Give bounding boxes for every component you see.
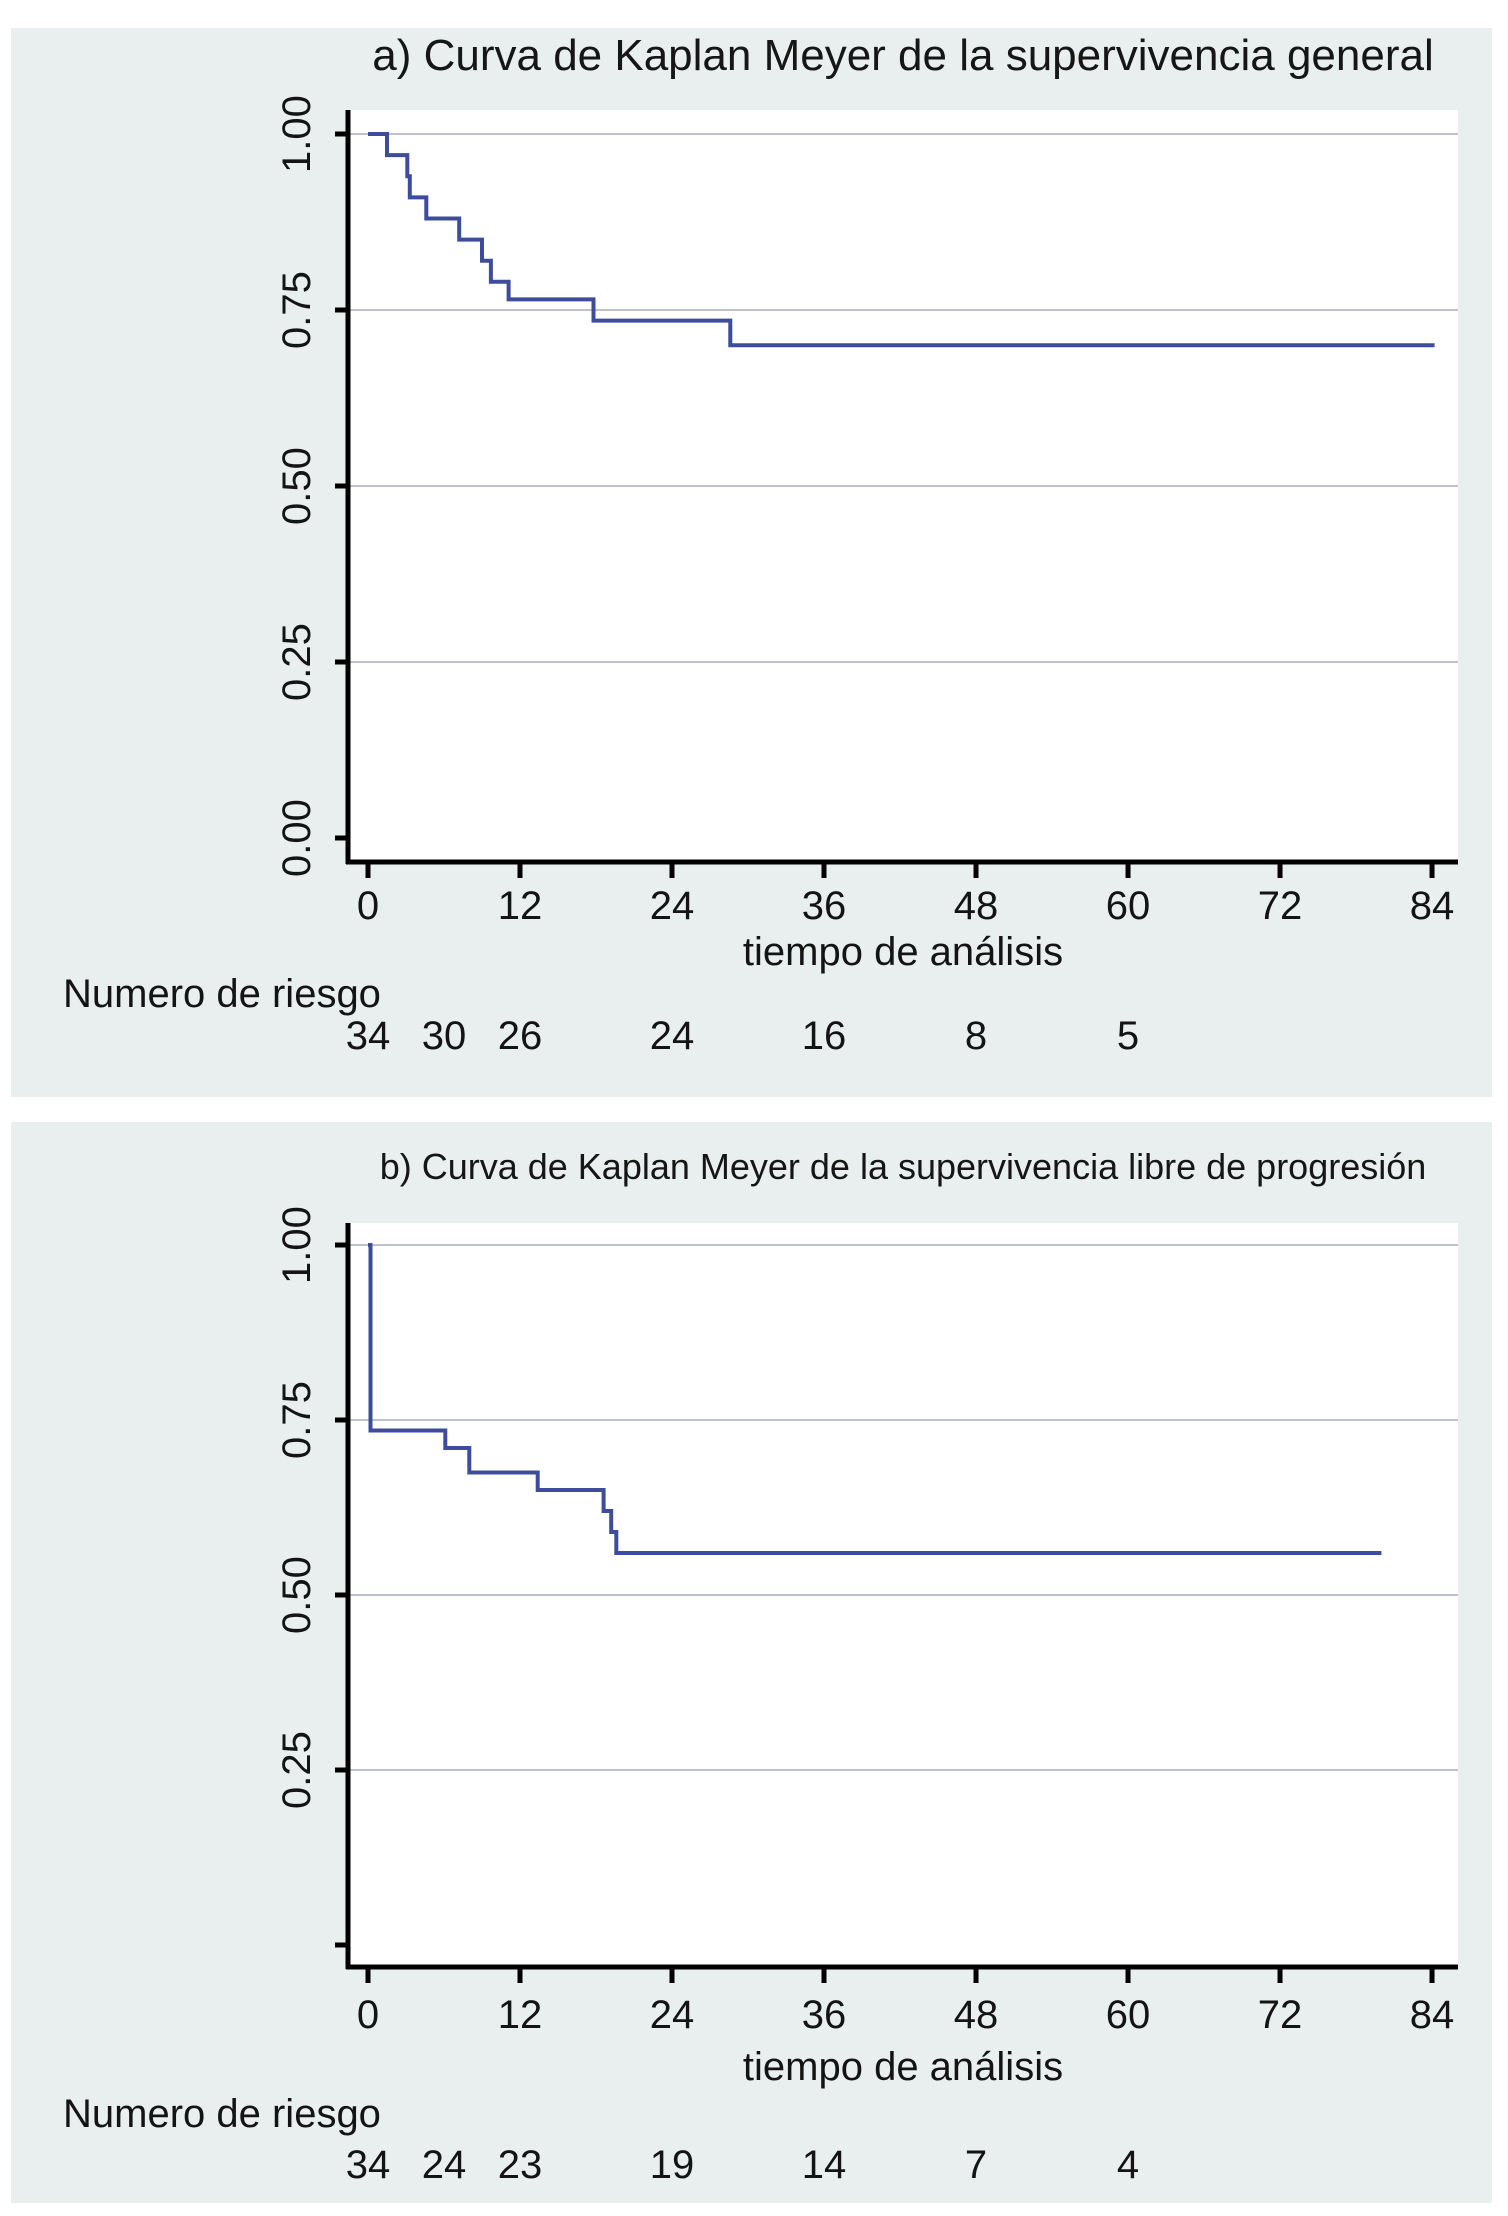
y-tick-label-0.25: 0.25 xyxy=(275,623,319,701)
x-tick-label-48: 48 xyxy=(954,884,999,928)
x-tick-label-84: 84 xyxy=(1410,1993,1455,2037)
x-tick-label-24: 24 xyxy=(650,884,695,928)
x-tick-label-0: 0 xyxy=(357,884,379,928)
panel-b-plot: 0.25 0.50 0.75 1.00 0 12 24 36 48 60 72 84 34 24 23 19 1… xyxy=(275,1206,1458,2187)
panel-overall-survival: 0.00 0.25 0.50 0.75 1.00 0 12 24 36 48 60 72 84 34 30 2… xyxy=(11,28,1492,1097)
x-tick-label-72: 72 xyxy=(1258,884,1303,928)
panel-b-risk-table-label: Numero de riesgo xyxy=(63,2092,381,2136)
x-tick-label-72: 72 xyxy=(1258,1993,1303,2037)
panel-a-title: a) Curva de Kaplan Meyer de la supervive… xyxy=(372,31,1434,80)
y-tick-label-0.50: 0.50 xyxy=(275,1556,319,1634)
risk-count: 14 xyxy=(802,2143,847,2187)
risk-count: 7 xyxy=(965,2143,987,2187)
y-tick-label-0.25: 0.25 xyxy=(275,1731,319,1809)
risk-count: 23 xyxy=(498,2143,543,2187)
y-tick-label-1.00: 1.00 xyxy=(275,95,319,173)
x-tick-label-48: 48 xyxy=(954,1993,999,2037)
y-tick-label-0.75: 0.75 xyxy=(275,1381,319,1459)
survival-curve xyxy=(368,132,1435,348)
panel-a-x-axis-label: tiempo de análisis xyxy=(742,930,1064,974)
risk-count: 24 xyxy=(650,1014,695,1058)
x-tick-label-12: 12 xyxy=(498,884,543,928)
panel-a-plot: 0.00 0.25 0.50 0.75 1.00 0 12 24 36 48 60 72 84 34 30 2… xyxy=(275,95,1458,1058)
risk-count: 5 xyxy=(1117,1014,1139,1058)
risk-count: 19 xyxy=(650,2143,695,2187)
risk-count: 24 xyxy=(422,2143,467,2187)
risk-count: 30 xyxy=(422,1014,467,1058)
x-tick-label-12: 12 xyxy=(498,1993,543,2037)
panel-b-title: b) Curva de Kaplan Meyer de la supervive… xyxy=(379,1146,1427,1187)
y-tick-label-1.00: 1.00 xyxy=(275,1206,319,1284)
x-tick-label-60: 60 xyxy=(1106,1993,1151,2037)
x-tick-label-60: 60 xyxy=(1106,884,1151,928)
panel-b-x-axis-label: tiempo de análisis xyxy=(742,2045,1064,2089)
x-tick-label-0: 0 xyxy=(357,1993,379,2037)
risk-count: 34 xyxy=(346,2143,391,2187)
risk-count: 34 xyxy=(346,1014,391,1058)
risk-count: 8 xyxy=(965,1014,987,1058)
survival-curve xyxy=(368,1243,1382,1555)
y-tick-label-0.00: 0.00 xyxy=(275,799,319,877)
x-tick-label-36: 36 xyxy=(802,1993,847,2037)
risk-count: 26 xyxy=(498,1014,543,1058)
panel-progression-free-survival: 0.25 0.50 0.75 1.00 0 12 24 36 48 60 72 84 34 24 23 19 1… xyxy=(11,1122,1492,2203)
panel-a-risk-table-label: Numero de riesgo xyxy=(63,972,381,1016)
x-tick-label-36: 36 xyxy=(802,884,847,928)
risk-count: 4 xyxy=(1117,2143,1139,2187)
y-tick-label-0.75: 0.75 xyxy=(275,271,319,349)
risk-count: 16 xyxy=(802,1014,847,1058)
x-tick-label-24: 24 xyxy=(650,1993,695,2037)
y-tick-label-0.50: 0.50 xyxy=(275,447,319,525)
x-tick-label-84: 84 xyxy=(1410,884,1455,928)
